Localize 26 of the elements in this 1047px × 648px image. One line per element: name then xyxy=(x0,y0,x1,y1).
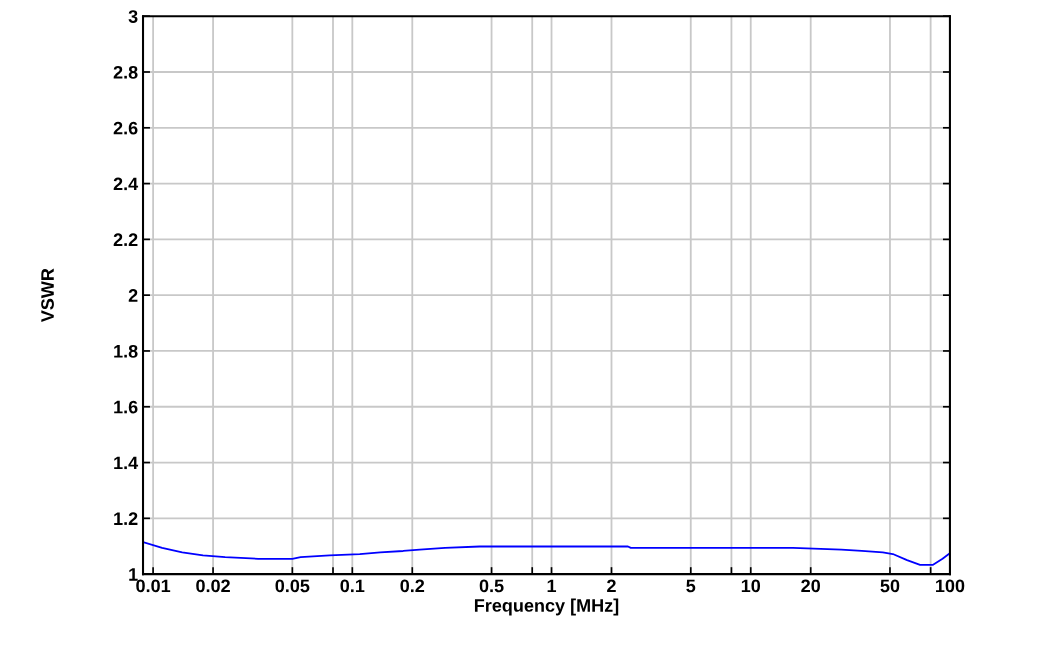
y-tick-label: 3 xyxy=(128,10,138,23)
y-tick-label: 2 xyxy=(128,289,138,302)
y-tick-label: 2.4 xyxy=(113,177,139,191)
y-tick-label: 1.6 xyxy=(114,400,138,414)
y-axis-title: VSWR xyxy=(41,268,54,323)
x-tick-label: 0.5 xyxy=(479,579,504,593)
x-tick-label: 20 xyxy=(801,579,820,593)
x-tick-label: 0.1 xyxy=(340,579,365,593)
y-tick-label: 2.6 xyxy=(113,121,138,135)
x-tick-label: 0.2 xyxy=(400,579,425,593)
y-tick-label: 2.8 xyxy=(113,65,138,79)
x-axis-title: Frequency [MHz] xyxy=(474,598,619,616)
x-tick-label: 10 xyxy=(741,579,761,593)
y-tick-label: 1.4 xyxy=(114,456,139,470)
x-tick-label: 0.05 xyxy=(275,579,310,593)
x-tick-label: 0.02 xyxy=(196,579,230,593)
x-tick-label: 50 xyxy=(880,579,900,593)
x-tick-label: 1 xyxy=(547,579,557,593)
x-tick-label: 0.01 xyxy=(136,579,171,593)
y-tick-label: 1.2 xyxy=(114,512,138,525)
y-tick-label: 2.2 xyxy=(113,233,138,246)
x-tick-label: 5 xyxy=(686,579,696,593)
y-tick-label: 1 xyxy=(129,568,138,581)
x-tick-label: 100 xyxy=(936,579,965,593)
y-tick-label: 1.8 xyxy=(114,344,138,358)
x-tick-label: 2 xyxy=(607,579,616,593)
